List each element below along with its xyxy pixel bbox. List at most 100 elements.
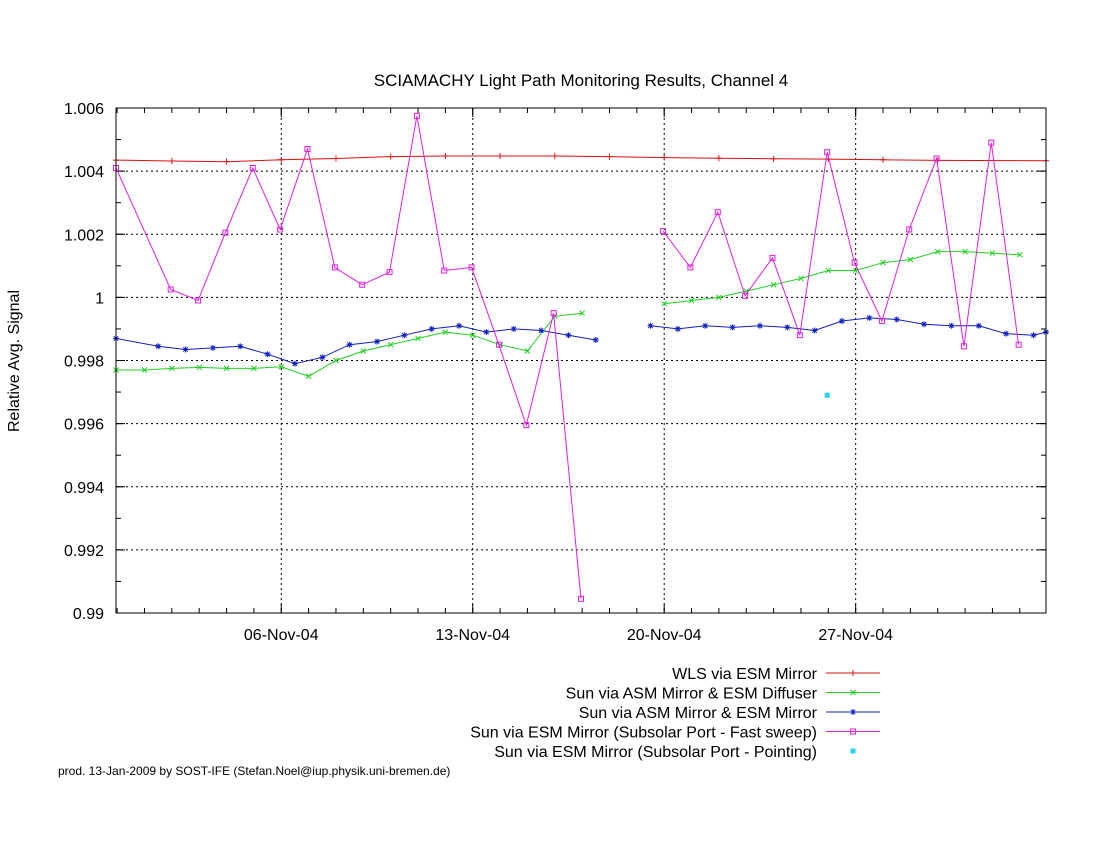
data-point — [237, 343, 244, 350]
data-point — [824, 392, 830, 398]
data-point — [770, 281, 777, 288]
legend-label: Sun via ASM Mirror & ESM Diffuser — [566, 686, 818, 703]
data-point — [674, 325, 681, 332]
data-point — [784, 324, 791, 331]
chart-title: SCIAMACHY Light Path Monitoring Results,… — [374, 71, 789, 90]
data-point — [550, 310, 557, 317]
data-point — [442, 152, 449, 159]
data-point — [1016, 251, 1023, 258]
data-point — [661, 300, 668, 307]
data-point — [223, 365, 230, 372]
x-tick-label: 06-Nov-04 — [244, 627, 319, 644]
data-point — [386, 269, 393, 276]
data-point — [373, 338, 380, 345]
data-point — [715, 155, 722, 162]
data-point — [770, 155, 777, 162]
data-point — [333, 357, 339, 364]
plot-frame — [115, 107, 1047, 614]
data-point — [456, 322, 463, 329]
data-point — [1030, 332, 1037, 339]
series-line — [115, 317, 1047, 365]
data-point — [278, 156, 285, 163]
data-point — [729, 324, 736, 331]
data-point — [880, 156, 887, 163]
data-point — [538, 327, 545, 334]
data-point — [798, 275, 804, 282]
data-point — [769, 254, 776, 261]
series-1 — [113, 248, 1023, 380]
legend-marker — [850, 689, 856, 696]
data-point — [387, 153, 394, 160]
data-point — [906, 226, 913, 233]
data-point — [811, 327, 818, 334]
y-tick-label: 1.004 — [64, 164, 104, 181]
data-point — [796, 332, 803, 339]
data-point — [824, 149, 831, 156]
series-line — [115, 115, 1020, 599]
data-point — [716, 294, 722, 301]
series-line — [115, 155, 1047, 163]
data-point — [387, 341, 394, 348]
data-point — [510, 325, 517, 332]
production-footer: prod. 13-Jan-2009 by SOST-IFE (Stefan.No… — [58, 764, 451, 778]
data-point — [578, 595, 584, 602]
y-axis-label: Relative Avg. Signal — [6, 290, 23, 432]
legend-label: Sun via ESM Mirror (Subsolar Port - Fast… — [470, 725, 817, 742]
data-point — [523, 422, 530, 429]
data-point — [1003, 330, 1010, 337]
data-point — [222, 229, 229, 236]
data-point — [975, 322, 982, 329]
series-3 — [113, 112, 1022, 602]
data-point — [168, 158, 175, 165]
data-point — [742, 292, 749, 299]
data-point — [182, 346, 189, 353]
data-point — [360, 348, 367, 354]
data-point — [1015, 341, 1022, 348]
data-point — [401, 332, 408, 339]
data-point — [331, 264, 338, 271]
data-point — [592, 336, 599, 343]
data-point — [962, 248, 968, 255]
x-tick-label: 20-Nov-04 — [627, 627, 702, 644]
data-point — [428, 325, 435, 332]
data-point — [948, 322, 955, 329]
data-point — [304, 146, 311, 153]
data-point — [660, 228, 667, 235]
y-tick-label: 1.002 — [64, 227, 104, 244]
data-point — [196, 364, 203, 371]
data-point — [415, 335, 421, 342]
series-line — [116, 251, 1020, 377]
x-tick-label: 27-Nov-04 — [818, 627, 893, 644]
data-point — [933, 155, 940, 162]
y-tick-label: 0.996 — [64, 417, 104, 434]
series-0 — [113, 152, 1049, 165]
data-point — [359, 281, 366, 288]
data-point — [921, 321, 928, 328]
legend-marker — [850, 709, 856, 715]
data-point — [661, 154, 668, 161]
data-point — [851, 259, 858, 266]
y-tick-label: 0.992 — [64, 543, 104, 560]
data-point — [893, 316, 900, 323]
data-point — [688, 297, 695, 304]
data-point — [155, 343, 162, 350]
data-point — [223, 158, 230, 165]
data-point — [468, 264, 475, 271]
y-tick-label: 0.99 — [73, 606, 104, 623]
data-point — [606, 153, 613, 160]
data-point — [305, 373, 312, 380]
data-point — [319, 354, 326, 361]
data-point — [209, 344, 216, 351]
legend-label: Sun via ASM Mirror & ESM Mirror — [579, 705, 818, 722]
data-point — [469, 332, 476, 339]
data-point — [579, 310, 585, 317]
data-point — [141, 367, 148, 373]
legend-label: WLS via ESM Mirror — [672, 666, 818, 683]
legend-marker — [850, 728, 856, 735]
data-point — [756, 322, 763, 329]
data-point — [647, 322, 654, 329]
data-point — [565, 332, 572, 339]
data-point — [988, 139, 995, 146]
data-point — [702, 322, 709, 329]
